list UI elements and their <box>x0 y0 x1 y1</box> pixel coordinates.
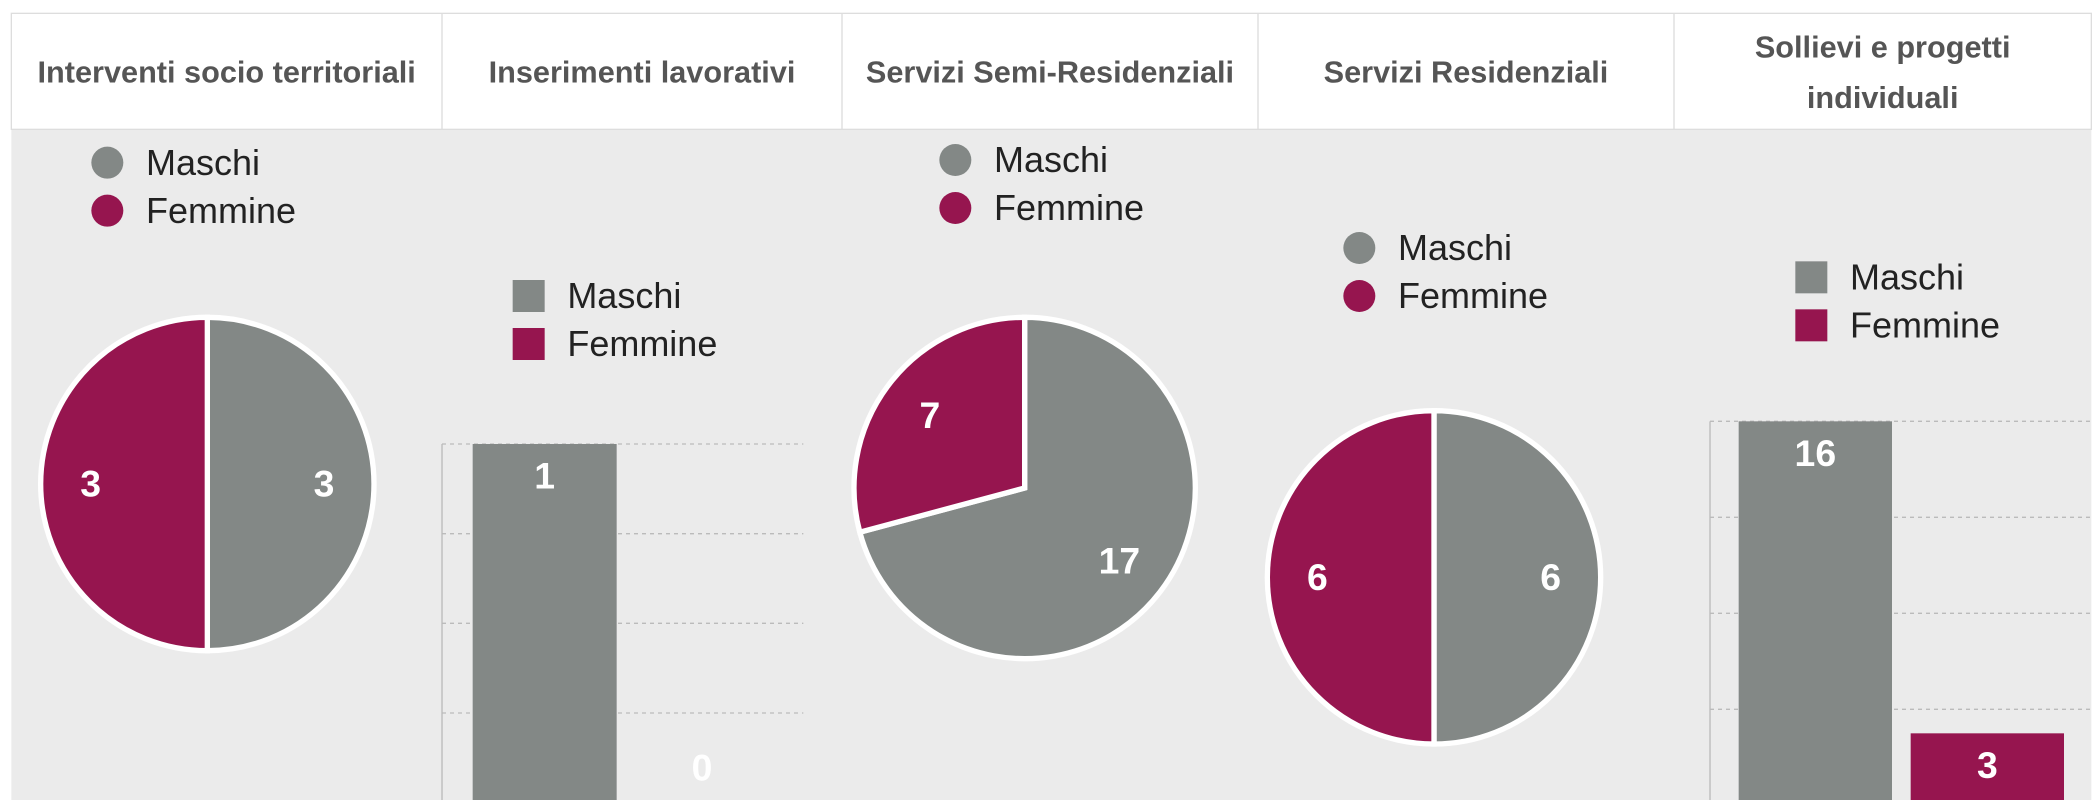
data-label: 3 <box>80 463 101 505</box>
chart-title: Sollievi e progetti individuali <box>1754 28 2011 114</box>
data-label: 17 <box>1099 539 1141 581</box>
pie-slice <box>1431 407 1604 747</box>
legend-label: Femmine <box>1850 305 2000 346</box>
legend-label: Maschi <box>1398 227 1512 268</box>
chart-title: Servizi Semi-Residenziali <box>865 54 1235 89</box>
header-cell: Interventi socio territoriali <box>37 54 416 89</box>
header-cell: Inserimenti lavorativi <box>488 54 796 89</box>
data-label: 1 <box>534 455 555 497</box>
legend-label: Femmine <box>1398 275 1548 316</box>
legend-marker <box>1343 280 1376 312</box>
pie-slice <box>851 314 1028 536</box>
bar <box>1738 421 1892 800</box>
data-label: 6 <box>1307 556 1328 598</box>
bar <box>1910 733 2064 800</box>
legend-marker <box>512 280 545 312</box>
data-label: 3 <box>1977 744 1998 786</box>
legend-marker <box>512 328 545 360</box>
legend-marker <box>91 194 124 227</box>
legend-label: Maschi <box>146 142 260 183</box>
legend-marker <box>91 146 124 179</box>
header-row <box>10 12 2092 130</box>
legend-label: Maschi <box>994 139 1108 180</box>
data-label: 3 <box>314 463 335 505</box>
chart-title: Inserimenti lavorativi <box>488 54 796 89</box>
legend-marker <box>939 192 972 224</box>
header-cell: Sollievi e progetti individuali <box>1754 28 2011 114</box>
pie-slice <box>204 314 377 654</box>
data-label: 7 <box>920 394 941 436</box>
chart-title: Interventi socio territoriali <box>37 54 416 89</box>
bar <box>472 444 617 800</box>
header-cell: Servizi Residenziali <box>1323 54 1609 89</box>
data-label: 6 <box>1540 556 1561 598</box>
legend-label: Femmine <box>994 187 1144 228</box>
pie-slice <box>38 314 210 654</box>
legend-marker <box>1343 232 1376 264</box>
header-cell: Servizi Semi-Residenziali <box>865 54 1235 89</box>
legend-label: Maschi <box>1850 257 1964 298</box>
legend-label: Maschi <box>567 275 681 316</box>
legend-marker <box>1795 261 1828 294</box>
data-label: 16 <box>1795 432 1837 474</box>
legend-label: Femmine <box>567 323 717 364</box>
legend-marker <box>939 144 972 176</box>
legend-label: Femmine <box>146 190 296 231</box>
legend-marker <box>1795 309 1828 342</box>
pie-slice <box>1264 407 1437 747</box>
chart-title: Servizi Residenziali <box>1323 54 1609 89</box>
pie-slice <box>856 314 1198 662</box>
data-label: 0 <box>692 747 713 789</box>
